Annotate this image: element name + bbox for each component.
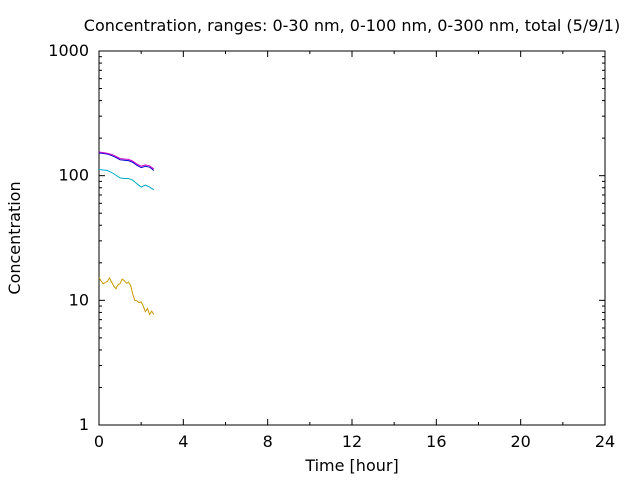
- axis-ticks: 0 4 8 12 16 20 24 1 10 100 1000: [48, 41, 615, 451]
- series-line-3: [98, 169, 155, 191]
- x-tick-label: 16: [426, 432, 446, 451]
- x-axis-label: Time [hour]: [304, 456, 398, 475]
- x-tick-label: 0: [94, 432, 104, 451]
- y-tick-label: 1000: [48, 41, 89, 60]
- y-axis-label: Concentration: [5, 181, 24, 294]
- plot-area-frame: [98, 50, 606, 426]
- y-tick-label: 1: [79, 415, 89, 434]
- x-tick-label: 20: [510, 432, 530, 451]
- x-tick-label: 4: [178, 432, 188, 451]
- series-line-2: [98, 151, 155, 170]
- series-line-4: [98, 277, 155, 316]
- x-tick-label: 8: [263, 432, 273, 451]
- y-tick-label: 10: [69, 290, 89, 309]
- chart-title: Concentration, ranges: 0-30 nm, 0-100 nm…: [84, 16, 620, 35]
- x-tick-label: 12: [342, 432, 362, 451]
- x-tick-label: 24: [595, 432, 615, 451]
- series-line-1: [98, 152, 155, 171]
- y-tick-label: 100: [58, 166, 89, 185]
- series-layer: [98, 151, 155, 316]
